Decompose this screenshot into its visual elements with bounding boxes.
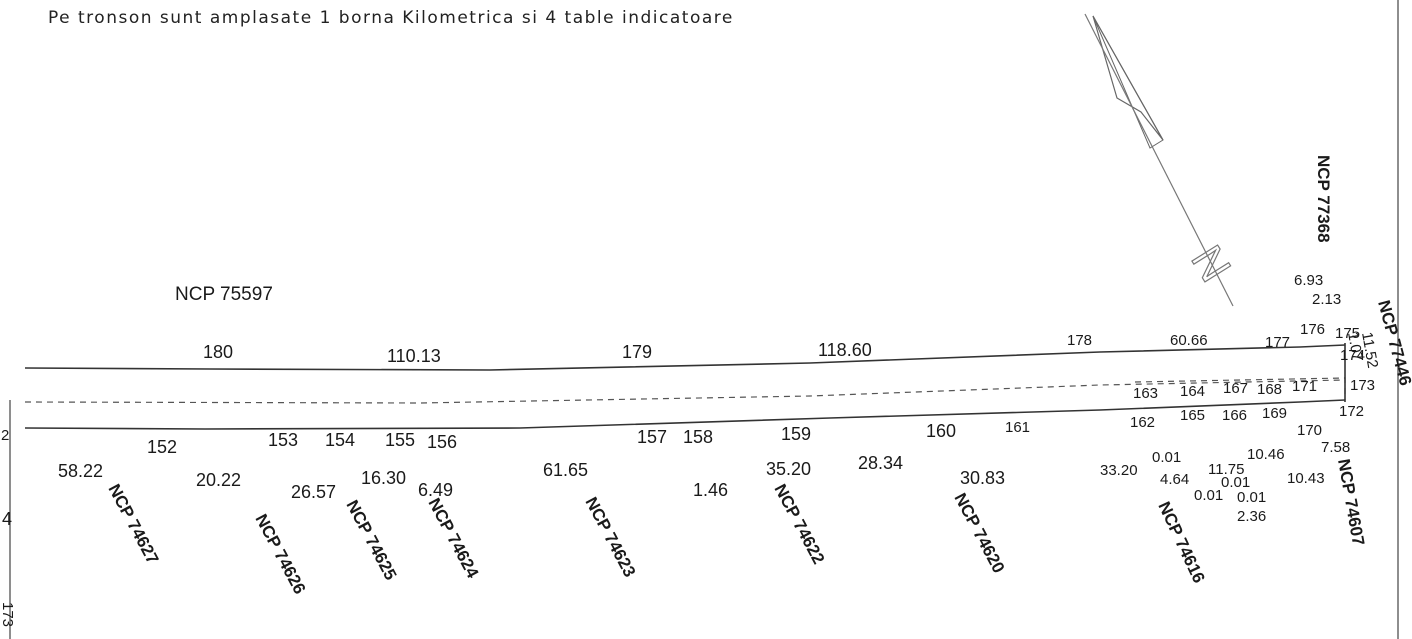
parcel-right-end-label: NCP 77446	[1374, 298, 1412, 388]
upper-point-179: 179	[622, 342, 652, 362]
lower-point-152: 152	[147, 437, 177, 457]
middle-point-163: 163	[1133, 385, 1158, 402]
lower-distance: 1.46	[693, 480, 728, 500]
upper-point-173: 173	[1350, 377, 1375, 394]
lower-point-156: 156	[427, 432, 457, 452]
parcel-label-74623: NCP 74623	[581, 494, 639, 580]
lower-distance: 7.58	[1321, 439, 1350, 456]
upper-point-175: 175	[1335, 325, 1360, 342]
upper-point-176: 176	[1300, 321, 1325, 338]
lower-point-153: 153	[268, 430, 298, 450]
lower-point-154: 154	[325, 430, 355, 450]
lower-distance: 11.75	[1208, 461, 1244, 478]
header-note: Pe tronson sunt amplasate 1 borna Kilome…	[48, 8, 734, 28]
parcel-right-top-label: NCP 77368	[1314, 155, 1333, 243]
lower-distance: 4.64	[1160, 471, 1189, 488]
lower-point-160: 160	[926, 421, 956, 441]
lower-distance: 35.20	[766, 459, 811, 479]
middle-point-172: 172	[1339, 403, 1364, 420]
upper-boundary-line	[24, 344, 1346, 371]
upper-distance: 110.13	[387, 346, 441, 366]
middle-point-166: 166	[1222, 407, 1247, 424]
lower-distance: 30.83	[960, 468, 1005, 488]
middle-point-171: 171	[1292, 378, 1317, 395]
upper-distance: 60.66	[1170, 332, 1208, 349]
lower-distance: 16.30	[361, 468, 406, 488]
middle-point-167: 167	[1223, 380, 1248, 397]
lower-point-161: 161	[1005, 419, 1030, 436]
lower-distance: 20.22	[196, 470, 241, 490]
upper-point-177: 177	[1265, 334, 1290, 351]
road-axis-dashed	[24, 379, 1346, 404]
lower-distance: 0.01	[1152, 449, 1181, 466]
north-letter: N	[1182, 237, 1240, 290]
parcel-label-74622: NCP 74622	[770, 481, 828, 567]
lower-point-158: 158	[683, 427, 713, 447]
lower-distance: 28.34	[858, 453, 903, 473]
lower-distance: 26.57	[291, 482, 336, 502]
lower-distance: 10.43	[1287, 470, 1325, 487]
lower-point-155: 155	[385, 430, 415, 450]
middle-point-169: 169	[1262, 405, 1287, 422]
parcel-label-74620: NCP 74620	[950, 490, 1008, 576]
lower-distance: 58.22	[58, 461, 103, 481]
lower-boundary-line	[24, 399, 1346, 430]
lower-distance: 0.01	[1237, 489, 1266, 506]
middle-point-164: 164	[1180, 383, 1205, 400]
upper-point-180: 180	[203, 342, 233, 362]
left-edge-fragment: 4	[2, 509, 12, 529]
middle-point-165: 165	[1180, 407, 1205, 424]
upper-point-178: 178	[1067, 332, 1092, 349]
middle-point-170: 170	[1297, 422, 1322, 439]
lower-point-159: 159	[781, 424, 811, 444]
lower-point-157: 157	[637, 427, 667, 447]
lower-distance: 0.01	[1194, 487, 1223, 504]
parcel-label-74627: NCP 74627	[104, 481, 162, 567]
lower-distance: 6.49	[418, 480, 453, 500]
left-edge-fragment: 2	[1, 427, 9, 444]
lower-distance: 0.01	[1221, 474, 1250, 491]
upper-distance: 2.13	[1312, 291, 1341, 308]
parcel-label-74616: NCP 74616	[1154, 499, 1208, 586]
parcel-label-74607: NCP 74607	[1334, 457, 1368, 547]
upper-point-174: 174	[1340, 347, 1365, 364]
upper-distance: 11.52	[1358, 331, 1381, 370]
lower-distance: 61.65	[543, 460, 588, 480]
middle-point-168: 168	[1257, 381, 1282, 398]
left-edge-fragment: 173	[0, 602, 16, 627]
lower-distance: 2.36	[1237, 508, 1266, 525]
north-arrow-icon: N	[1084, 13, 1241, 307]
upper-distance: 118.60	[818, 340, 872, 360]
lower-distance: 33.20	[1100, 462, 1138, 479]
parcel-label-74624: NCP 74624	[424, 495, 482, 582]
upper-distance: 6.93	[1294, 272, 1323, 289]
parcel-label-74626: NCP 74626	[251, 511, 309, 597]
upper-distance: 1.07	[1344, 331, 1366, 363]
middle-point-162: 162	[1130, 414, 1155, 431]
parcel-top-label: NCP 75597	[175, 284, 273, 305]
lower-distance: 10.46	[1247, 446, 1285, 463]
parcel-label-74625: NCP 74625	[342, 497, 400, 583]
